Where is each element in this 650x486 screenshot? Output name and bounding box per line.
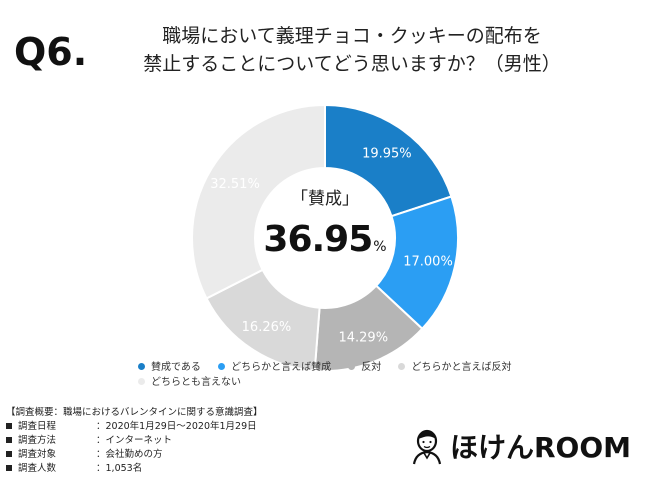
slice-value-label: 14.29% <box>338 330 388 345</box>
legend-label: 賛成である <box>151 362 201 373</box>
bullet-square-icon <box>6 464 12 471</box>
slice-value-label: 19.95% <box>362 147 412 162</box>
question-title-line1: 職場において義理チョコ・クッキーの配布を <box>162 25 542 47</box>
person-avatar-icon <box>412 429 442 465</box>
legend-label: どちらとも言えない <box>151 377 241 388</box>
survey-row-label: 調査人数 <box>18 463 57 474</box>
legend-label: 反対 <box>361 362 382 373</box>
survey-row-value: ：会社勤めの方 <box>96 449 163 460</box>
question-number: Q6. <box>14 30 88 74</box>
donut-slice <box>191 103 326 300</box>
slice-value-label: 17.00% <box>403 255 453 270</box>
legend-dot <box>348 362 356 370</box>
legend: 賛成である どちらかと言えば賛成 反対 どちらかと言えば反対 どちらとも言えない <box>138 360 578 390</box>
center-label: 「賛成」 <box>291 189 359 209</box>
survey-row-label: 調査方法 <box>18 435 57 446</box>
survey-heading: 【調査概要：職場におけるバレンタインに関する意識調査】 <box>6 407 263 418</box>
survey-row: 調査方法 ：インターネット <box>6 434 263 448</box>
center-value-unit: % <box>373 239 387 255</box>
bullet-square-icon <box>6 450 12 457</box>
slice-value-label: 32.51% <box>210 177 260 192</box>
brand-name: ほけんROOM <box>450 431 632 464</box>
legend-label: どちらかと言えば反対 <box>411 362 512 373</box>
survey-row-label: 調査対象 <box>18 449 57 460</box>
question-title-line2: 禁止することについてどう思いますか？（男性） <box>143 53 561 75</box>
legend-dot <box>218 362 226 370</box>
donut-slice-labels: 19.95% 17.00% 14.29% 16.26% 32.51% <box>210 147 453 346</box>
legend-item: どちらとも言えない <box>138 375 241 390</box>
survey-row: 調査対象 ：会社勤めの方 <box>6 448 263 462</box>
survey-summary: 【調査概要：職場におけるバレンタインに関する意識調査】 調査日程 ：2020年1月… <box>6 406 263 476</box>
legend-item: 賛成である <box>138 360 201 375</box>
center-value: 36.95% <box>254 219 396 260</box>
survey-row-value: ：1,053名 <box>96 463 143 474</box>
center-value-number: 36.95 <box>263 219 373 260</box>
bullet-square-icon <box>6 436 12 443</box>
legend-row-1: 賛成である どちらかと言えば賛成 反対 どちらかと言えば反対 <box>138 360 578 375</box>
survey-row: 調査人数 ：1,053名 <box>6 462 263 476</box>
legend-dot <box>138 377 145 385</box>
legend-dot <box>398 362 406 370</box>
legend-item: どちらかと言えば賛成 <box>218 360 331 375</box>
survey-row-label: 調査日程 <box>18 421 57 432</box>
legend-row-2: どちらとも言えない <box>138 375 578 390</box>
question-title: 職場において義理チョコ・クッキーの配布を 禁止することについてどう思いますか？（… <box>112 22 592 78</box>
legend-item: どちらかと言えば反対 <box>398 360 511 375</box>
legend-dot <box>138 362 145 370</box>
brand-logo: ほけんROOM <box>410 426 631 466</box>
slice-value-label: 16.26% <box>242 320 292 335</box>
survey-row-value: ：インターネット <box>96 435 173 446</box>
legend-label: どちらかと言えば賛成 <box>231 362 332 373</box>
donut-slice <box>324 103 453 218</box>
survey-row-value: ：2020年1月29日～2020年1月29日 <box>96 421 257 432</box>
bullet-square-icon <box>6 422 12 429</box>
donut-slices <box>191 103 459 372</box>
survey-row: 調査日程 ：2020年1月29日～2020年1月29日 <box>6 420 263 434</box>
legend-item: 反対 <box>348 360 381 375</box>
